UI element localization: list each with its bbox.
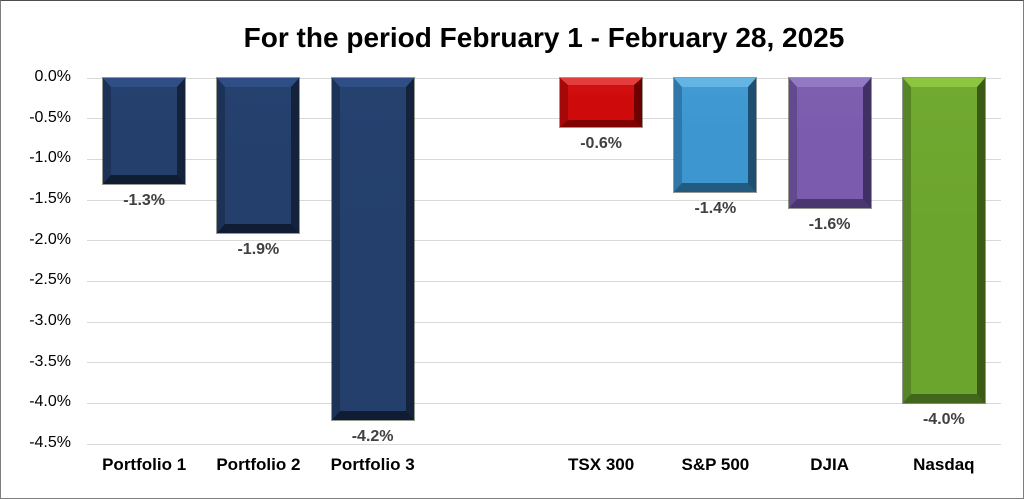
value-label: -1.3%: [123, 192, 166, 209]
y-tick-label: -1.5%: [29, 190, 71, 207]
bar-nasdaq: [902, 78, 985, 403]
bar-portfolio-2: [217, 78, 300, 233]
y-tick-label: 0.0%: [34, 68, 71, 85]
value-label: -1.4%: [694, 200, 737, 217]
y-tick-label: -3.0%: [29, 312, 71, 329]
gridline: [87, 362, 1001, 364]
gridline: [87, 402, 1001, 404]
value-label: -1.6%: [808, 216, 851, 233]
y-tick-label: -0.5%: [29, 108, 71, 126]
value-label: -4.2%: [351, 428, 394, 445]
bar-portfolio-3: [331, 78, 414, 420]
gridline: [87, 199, 1001, 201]
category-label: TSX 300: [568, 455, 635, 474]
bar-tsx-300: [560, 78, 643, 127]
category-label: Nasdaq: [913, 455, 975, 474]
y-tick-label: -4.5%: [29, 434, 71, 451]
gridline: [87, 77, 1001, 79]
bar-s-p-500: [674, 78, 757, 192]
value-label: -4.0%: [922, 411, 965, 428]
category-label: Portfolio 3: [330, 455, 415, 474]
y-tick-label: -3.5%: [29, 352, 71, 370]
gridline: [87, 443, 1001, 445]
gridline: [87, 321, 1001, 323]
chart-title: For the period February 1 - February 28,…: [243, 22, 845, 53]
y-tick-label: -4.0%: [29, 393, 71, 411]
value-label: -0.6%: [580, 135, 623, 152]
gridline: [87, 158, 1001, 160]
category-label: Portfolio 1: [102, 455, 187, 474]
category-label: Portfolio 2: [216, 455, 301, 474]
bar-portfolio-1: [103, 78, 186, 184]
gridline: [87, 280, 1001, 282]
bar-djia: [788, 78, 871, 208]
category-label: DJIA: [810, 455, 849, 474]
category-label: S&P 500: [681, 455, 750, 474]
gridline: [87, 240, 1001, 242]
value-label: -1.9%: [237, 241, 280, 258]
gridline: [87, 118, 1001, 120]
y-tick-label: -1.0%: [29, 149, 71, 167]
y-tick-label: -2.0%: [29, 230, 71, 248]
y-tick-label: -2.5%: [29, 271, 71, 289]
